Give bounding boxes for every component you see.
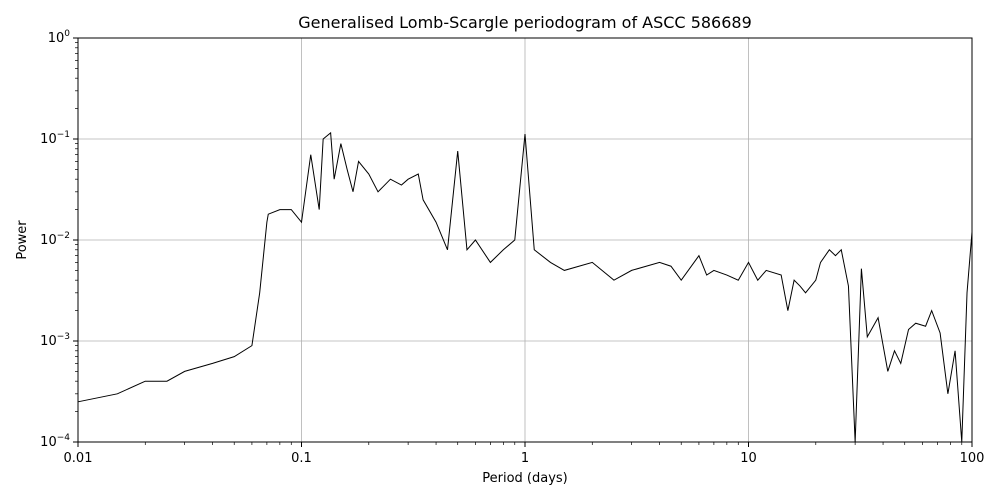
series-layer: [77, 131, 973, 443]
y-tick-label: 10−3: [40, 332, 70, 349]
y-tick-base: 10: [40, 132, 57, 147]
x-axis-title: Period (days): [482, 471, 568, 486]
y-tick-label: 100: [48, 29, 71, 46]
y-tick-exponent: −3: [57, 332, 70, 342]
chart-title: Generalised Lomb-Scargle periodogram of …: [298, 13, 752, 32]
x-tick-label: 0.1: [291, 451, 312, 466]
y-tick-base: 10: [40, 233, 57, 248]
y-tick-label: 10−2: [40, 231, 70, 248]
x-tick-label: 0.01: [64, 451, 93, 466]
series-line: [77, 131, 973, 443]
y-tick-label: 10−1: [40, 130, 70, 147]
grid: [77, 37, 973, 443]
y-tick-exponent: 0: [64, 29, 70, 39]
y-axis-title: Power: [15, 220, 30, 260]
y-tick-base: 10: [40, 435, 57, 450]
y-tick-exponent: −4: [57, 433, 71, 443]
x-tick-label: 1: [521, 451, 529, 466]
x-tick-label: 10: [740, 451, 757, 466]
y-tick-exponent: −2: [57, 231, 70, 241]
y-tick-base: 10: [48, 31, 65, 46]
x-tick-label: 100: [960, 451, 985, 466]
y-tick-exponent: −1: [57, 130, 70, 140]
y-tick-base: 10: [40, 334, 57, 349]
y-tick-label: 10−4: [40, 433, 70, 450]
x-axis: 0.01 0.1 1 10 100: [64, 442, 985, 466]
